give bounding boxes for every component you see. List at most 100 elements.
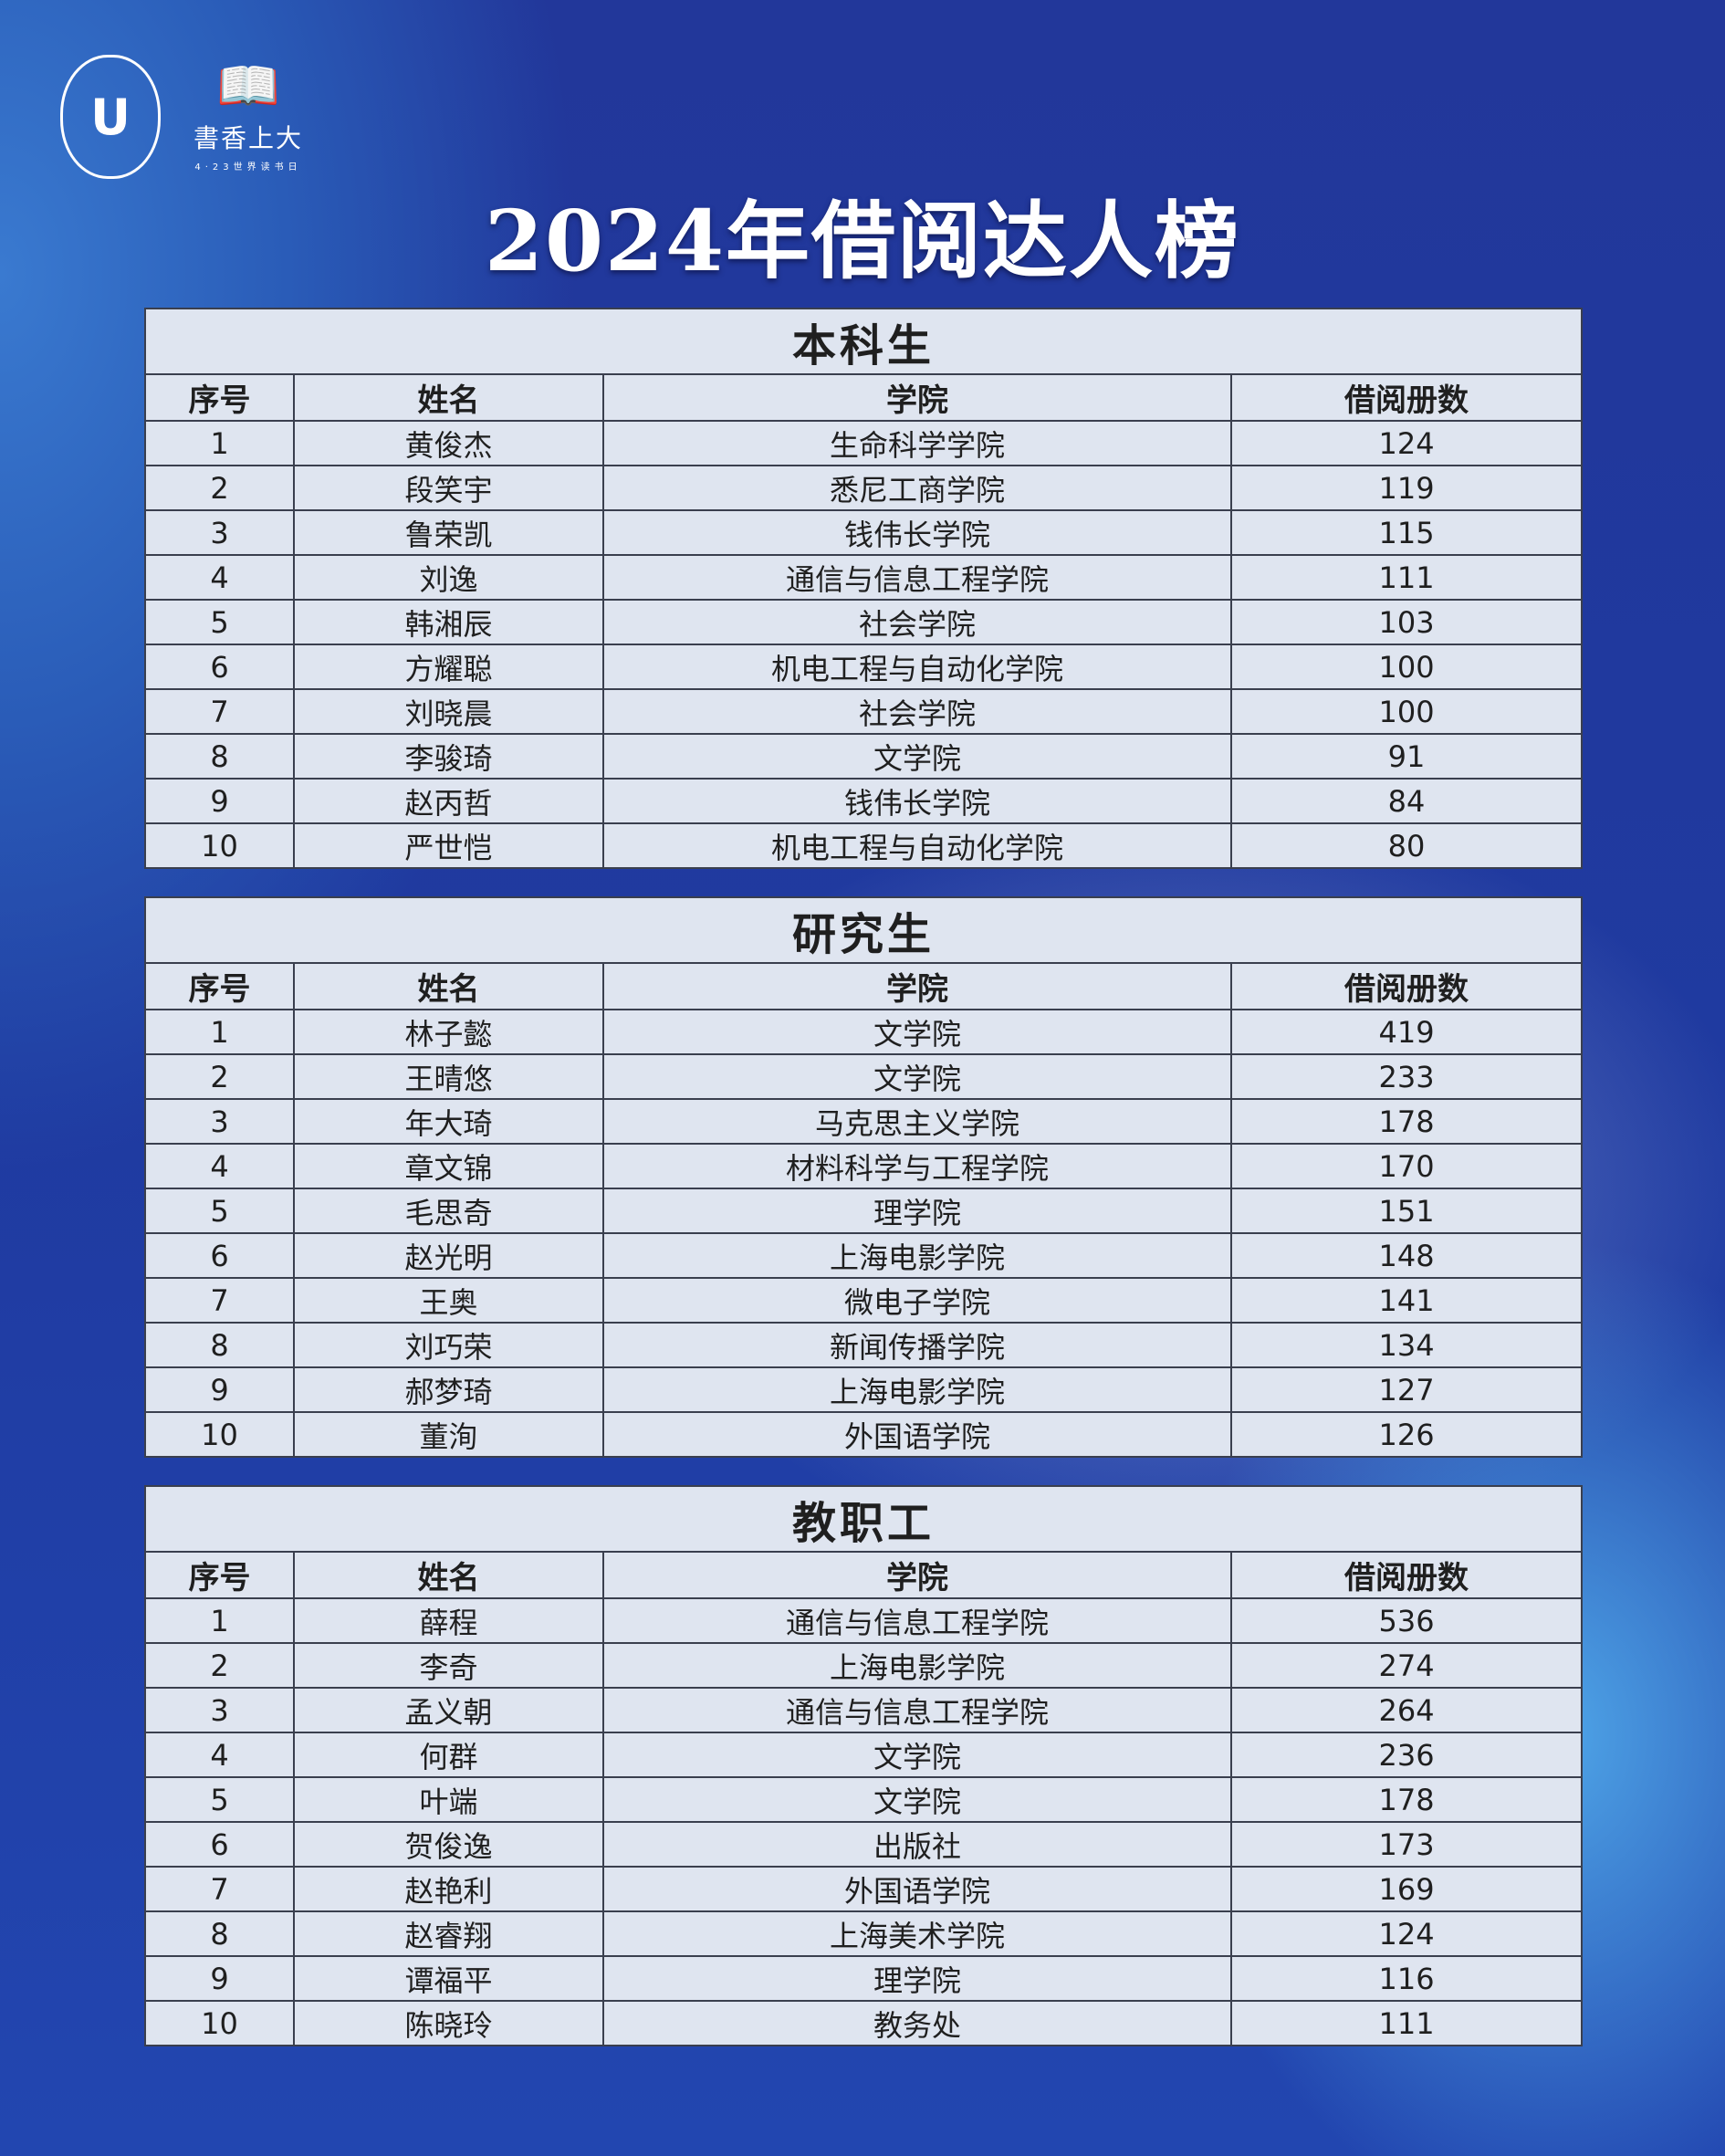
column-header: 借阅册数 (1229, 373, 1584, 422)
table-row: 10 严世恺 机电工程与自动化学院 80 (144, 822, 1584, 869)
table-row: 3 鲁荣凯 钱伟长学院 115 (144, 509, 1584, 556)
table-cell: 4 (144, 554, 295, 601)
ranking-table: 研究生 序号 姓名 学院 借阅册数 1 林子懿 文学院 419 2 王晴悠 文学院 233 3 年大琦 马克… (143, 896, 1584, 1458)
table-cell: 6 (144, 1232, 295, 1279)
table-row: 5 叶端 文学院 178 (144, 1776, 1584, 1823)
table-row: 4 刘逸 通信与信息工程学院 111 (144, 554, 1584, 601)
table-cell: 微电子学院 (602, 1277, 1232, 1324)
table-row: 8 刘巧荣 新闻传播学院 134 (144, 1322, 1584, 1368)
table-row: 9 谭福平 理学院 116 (144, 1955, 1584, 2002)
table-cell: 钱伟长学院 (602, 778, 1232, 824)
table-cell: 黄俊杰 (293, 420, 604, 466)
table-cell: 116 (1229, 1955, 1584, 2002)
table-cell: 理学院 (602, 1188, 1232, 1234)
table-cell: 6 (144, 644, 295, 690)
table-row: 6 方耀聪 机电工程与自动化学院 100 (144, 644, 1584, 690)
table-cell: 84 (1229, 778, 1584, 824)
table-cell: 叶端 (293, 1776, 604, 1823)
table-cell: 5 (144, 1776, 295, 1823)
table-cell: 1 (144, 420, 295, 466)
table-cell: 孟义朝 (293, 1687, 604, 1733)
table-cell: 6 (144, 1821, 295, 1868)
ranking-table: 本科生 序号 姓名 学院 借阅册数 1 黄俊杰 生命科学学院 124 2 段笑宇 悉尼工商学院 119… (143, 308, 1584, 869)
table-cell: 严世恺 (293, 822, 604, 869)
table-cell: 8 (144, 1910, 295, 1957)
table-cell: 124 (1229, 1910, 1584, 1957)
table-cell: 生命科学学院 (602, 420, 1232, 466)
column-header: 借阅册数 (1229, 962, 1584, 1010)
table-row: 3 年大琦 马克思主义学院 178 (144, 1098, 1584, 1145)
table-cell: 233 (1229, 1053, 1584, 1100)
table-cell: 80 (1229, 822, 1584, 869)
reading-logo-title: 書香上大 (193, 123, 304, 153)
table-cell: 151 (1229, 1188, 1584, 1234)
table-cell: 郝梦琦 (293, 1366, 604, 1413)
table-cell: 何群 (293, 1732, 604, 1778)
table-cell: 169 (1229, 1866, 1584, 1912)
table-cell: 上海电影学院 (602, 1366, 1232, 1413)
reading-logo-subtitle: 4·23世界读书日 (194, 162, 302, 173)
table-cell: 年大琦 (293, 1098, 604, 1145)
table-cell: 115 (1229, 509, 1584, 556)
table-cell: 毛思奇 (293, 1188, 604, 1234)
table-cell: 111 (1229, 2000, 1584, 2046)
table-cell: 10 (144, 2000, 295, 2046)
table-cell: 文学院 (602, 1776, 1232, 1823)
table-cell: 社会学院 (602, 599, 1232, 645)
table-cell: 7 (144, 1277, 295, 1324)
table-cell: 9 (144, 778, 295, 824)
table-cell: 2 (144, 465, 295, 511)
table-cell: 536 (1229, 1597, 1584, 1644)
table-cell: 9 (144, 1955, 295, 2002)
table-cell: 章文锦 (293, 1143, 604, 1189)
table-cell: 3 (144, 1098, 295, 1145)
table-cell: 419 (1229, 1009, 1584, 1055)
table-row: 7 刘晓晨 社会学院 100 (144, 688, 1584, 735)
table-cell: 通信与信息工程学院 (602, 1687, 1232, 1733)
table-cell: 5 (144, 1188, 295, 1234)
table-cell: 3 (144, 509, 295, 556)
table-cell: 173 (1229, 1821, 1584, 1868)
table-cell: 刘晓晨 (293, 688, 604, 735)
column-header: 序号 (144, 962, 295, 1010)
table-row: 7 赵艳利 外国语学院 169 (144, 1866, 1584, 1912)
table-cell: 机电工程与自动化学院 (602, 822, 1232, 869)
table-cell: 王奥 (293, 1277, 604, 1324)
table-cell: 4 (144, 1732, 295, 1778)
table-cell: 刘巧荣 (293, 1322, 604, 1368)
table-cell: 外国语学院 (602, 1866, 1232, 1912)
table-cell: 刘逸 (293, 554, 604, 601)
table-cell: 119 (1229, 465, 1584, 511)
table-cell: 126 (1229, 1411, 1584, 1458)
table-row: 5 毛思奇 理学院 151 (144, 1188, 1584, 1234)
table-cell: 李奇 (293, 1642, 604, 1689)
table-cell: 悉尼工商学院 (602, 465, 1232, 511)
column-header: 序号 (144, 373, 295, 422)
column-header: 姓名 (293, 962, 604, 1010)
logos: U 📖 書香上大 4·23世界读书日 (60, 55, 303, 179)
table-cell: 上海电影学院 (602, 1232, 1232, 1279)
table-cell: 170 (1229, 1143, 1584, 1189)
table-cell: 2 (144, 1642, 295, 1689)
table-cell: 马克思主义学院 (602, 1098, 1232, 1145)
table-cell: 9 (144, 1366, 295, 1413)
table-row: 8 李骏琦 文学院 91 (144, 733, 1584, 780)
table-cell: 178 (1229, 1098, 1584, 1145)
table-cell: 148 (1229, 1232, 1584, 1279)
table-cell: 1 (144, 1009, 295, 1055)
table-cell: 111 (1229, 554, 1584, 601)
table-row: 6 贺俊逸 出版社 173 (144, 1821, 1584, 1868)
table-cell: 274 (1229, 1642, 1584, 1689)
column-header: 姓名 (293, 373, 604, 422)
table-cell: 谭福平 (293, 1955, 604, 2002)
column-header: 学院 (602, 962, 1232, 1010)
table-row: 4 何群 文学院 236 (144, 1732, 1584, 1778)
table-cell: 7 (144, 688, 295, 735)
table-cell: 韩湘辰 (293, 599, 604, 645)
table-cell: 机电工程与自动化学院 (602, 644, 1232, 690)
table-row: 1 黄俊杰 生命科学学院 124 (144, 420, 1584, 466)
ranking-table: 教职工 序号 姓名 学院 借阅册数 1 薛程 通信与信息工程学院 536 2 李奇 上海电影学院 27… (143, 1485, 1584, 2046)
table-cell: 1 (144, 1597, 295, 1644)
table-row: 3 孟义朝 通信与信息工程学院 264 (144, 1687, 1584, 1733)
table-row: 2 段笑宇 悉尼工商学院 119 (144, 465, 1584, 511)
